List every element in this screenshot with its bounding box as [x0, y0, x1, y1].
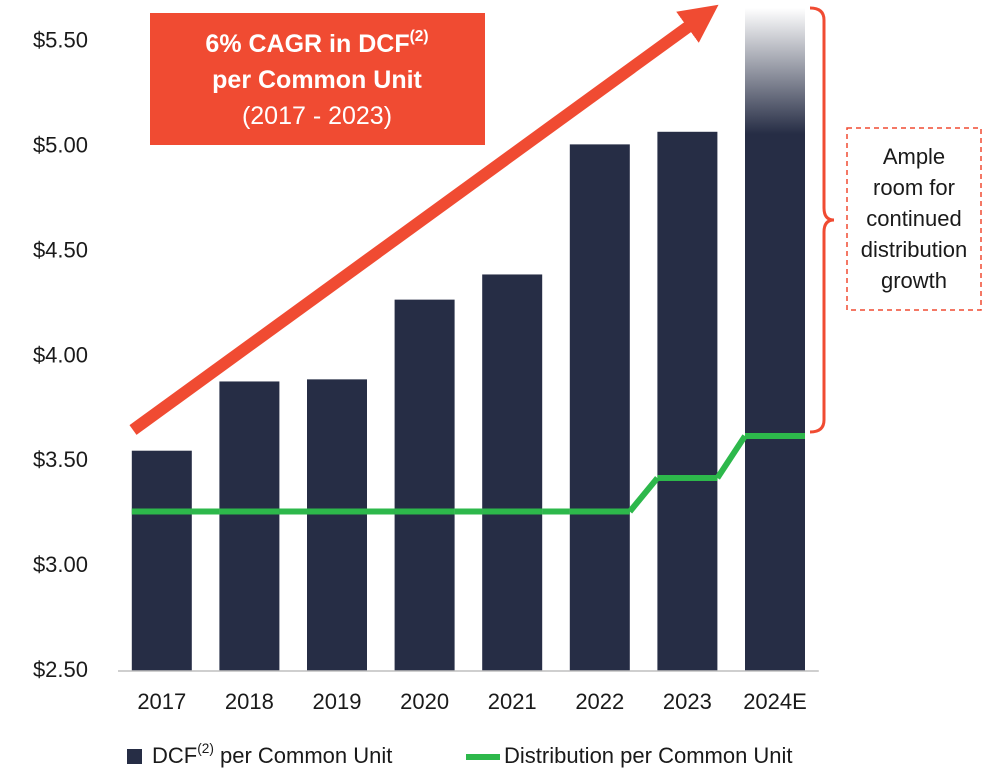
callout-text: per Common Unit: [212, 66, 422, 94]
note-text: Ample: [883, 144, 945, 169]
brace: [809, 6, 835, 434]
callout-box: [150, 13, 485, 145]
bar: [131, 450, 192, 671]
y-tick-label: $5.00: [33, 132, 88, 157]
y-tick-label: $5.50: [33, 27, 88, 52]
note-text: growth: [881, 268, 947, 293]
y-tick-label: $3.50: [33, 447, 88, 472]
x-tick-label: 2021: [488, 689, 537, 714]
x-tick-label: 2020: [400, 689, 449, 714]
bar: [482, 274, 543, 671]
y-tick-label: $2.50: [33, 657, 88, 682]
bar: [219, 381, 280, 671]
legend-label: DCF(2) per Common Unit: [152, 741, 392, 768]
legend-label: Distribution per Common Unit: [504, 743, 793, 768]
bar: [307, 379, 367, 671]
bar: [394, 299, 455, 671]
note-box: [846, 127, 982, 311]
note-text: continued: [866, 206, 961, 231]
x-tick-label: 2019: [313, 689, 362, 714]
x-tick-label: 2024E: [743, 689, 807, 714]
line-connector: [714, 434, 748, 480]
note-text: distribution: [861, 237, 967, 262]
y-tick-label: $4.50: [33, 237, 88, 262]
x-tick-label: 2017: [137, 689, 186, 714]
x-tick-label: 2023: [663, 689, 712, 714]
note-text: room for: [873, 175, 955, 200]
bar: [657, 131, 718, 672]
bar: [745, 8, 805, 671]
x-tick-label: 2022: [575, 689, 624, 714]
callout-text: (2017 - 2023): [242, 102, 392, 130]
bar: [569, 144, 630, 671]
line-connector: [627, 476, 660, 514]
legend-swatch: [127, 749, 142, 764]
x-tick-label: 2018: [225, 689, 274, 714]
y-tick-label: $4.00: [33, 342, 88, 367]
trend-arrow: [129, 4, 719, 435]
callout-text: 6% CAGR in DCF(2): [205, 28, 428, 58]
y-tick-label: $3.00: [33, 552, 88, 577]
